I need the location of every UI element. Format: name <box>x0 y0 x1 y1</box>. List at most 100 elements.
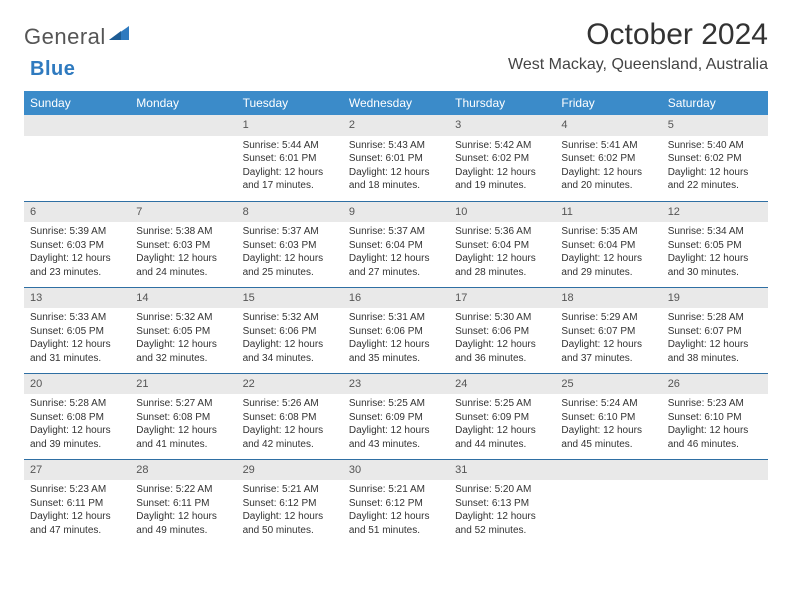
day-line: Sunrise: 5:43 AM <box>349 139 443 153</box>
day-line: Daylight: 12 hours <box>349 424 443 438</box>
day-line: and 27 minutes. <box>349 266 443 280</box>
day-number: 23 <box>343 374 449 395</box>
month-title: October 2024 <box>508 18 768 52</box>
calendar-day-cell: 22Sunrise: 5:26 AMSunset: 6:08 PMDayligh… <box>237 373 343 459</box>
day-line: Sunrise: 5:30 AM <box>455 311 549 325</box>
day-line: and 39 minutes. <box>30 438 124 452</box>
day-line: Daylight: 12 hours <box>455 166 549 180</box>
day-body: Sunrise: 5:36 AMSunset: 6:04 PMDaylight:… <box>449 222 555 285</box>
calendar-week-row: 13Sunrise: 5:33 AMSunset: 6:05 PMDayligh… <box>24 287 768 373</box>
day-line: Daylight: 12 hours <box>349 338 443 352</box>
title-block: October 2024 West Mackay, Queensland, Au… <box>508 18 768 74</box>
day-line: Daylight: 12 hours <box>243 510 337 524</box>
day-line: Sunrise: 5:26 AM <box>243 397 337 411</box>
brand-name-2: Blue <box>30 58 75 81</box>
day-line: and 17 minutes. <box>243 179 337 193</box>
day-line: Sunset: 6:12 PM <box>243 497 337 511</box>
day-line: Sunset: 6:02 PM <box>561 152 655 166</box>
day-body: Sunrise: 5:20 AMSunset: 6:13 PMDaylight:… <box>449 480 555 543</box>
calendar-day-cell: 14Sunrise: 5:32 AMSunset: 6:05 PMDayligh… <box>130 287 236 373</box>
day-number: 21 <box>130 374 236 395</box>
day-line: Daylight: 12 hours <box>668 252 762 266</box>
day-line: and 23 minutes. <box>30 266 124 280</box>
calendar-day-cell: 31Sunrise: 5:20 AMSunset: 6:13 PMDayligh… <box>449 459 555 545</box>
day-line: Sunrise: 5:32 AM <box>243 311 337 325</box>
day-line: Daylight: 12 hours <box>455 252 549 266</box>
calendar-day-cell: 30Sunrise: 5:21 AMSunset: 6:12 PMDayligh… <box>343 459 449 545</box>
day-line: Sunset: 6:05 PM <box>136 325 230 339</box>
calendar-day-cell: 24Sunrise: 5:25 AMSunset: 6:09 PMDayligh… <box>449 373 555 459</box>
day-line: Sunrise: 5:40 AM <box>668 139 762 153</box>
day-line: Sunrise: 5:39 AM <box>30 225 124 239</box>
day-line: Sunset: 6:02 PM <box>668 152 762 166</box>
day-line: Sunrise: 5:28 AM <box>30 397 124 411</box>
calendar-day-cell: 10Sunrise: 5:36 AMSunset: 6:04 PMDayligh… <box>449 201 555 287</box>
day-line: Daylight: 12 hours <box>561 424 655 438</box>
calendar-day-cell: 17Sunrise: 5:30 AMSunset: 6:06 PMDayligh… <box>449 287 555 373</box>
day-number <box>555 460 661 481</box>
day-body: Sunrise: 5:33 AMSunset: 6:05 PMDaylight:… <box>24 308 130 371</box>
location-label: West Mackay, Queensland, Australia <box>508 56 768 74</box>
calendar-day-cell: 20 Sunrise: 5:28 AMSunset: 6:08 PMDayligh… <box>24 373 130 459</box>
day-number: 14 <box>130 288 236 309</box>
day-body: Sunrise: 5:38 AMSunset: 6:03 PMDaylight:… <box>130 222 236 285</box>
weekday-header: Saturday <box>662 91 768 115</box>
day-number: 15 <box>237 288 343 309</box>
day-number <box>662 460 768 481</box>
calendar-day-cell: 7Sunrise: 5:38 AMSunset: 6:03 PMDaylight… <box>130 201 236 287</box>
calendar-day-cell: 4Sunrise: 5:41 AMSunset: 6:02 PMDaylight… <box>555 115 661 201</box>
day-line: Daylight: 12 hours <box>668 338 762 352</box>
day-number <box>130 115 236 136</box>
day-body: Sunrise: 5:30 AMSunset: 6:06 PMDaylight:… <box>449 308 555 371</box>
day-number: 27 <box>24 460 130 481</box>
day-body: Sunrise: 5:21 AMSunset: 6:12 PMDaylight:… <box>343 480 449 543</box>
day-line: and 43 minutes. <box>349 438 443 452</box>
day-number: 22 <box>237 374 343 395</box>
day-line: Daylight: 12 hours <box>243 252 337 266</box>
day-line: Sunset: 6:08 PM <box>30 411 124 425</box>
day-line: Daylight: 12 hours <box>30 510 124 524</box>
calendar-day-cell <box>130 115 236 201</box>
day-line: Daylight: 12 hours <box>136 424 230 438</box>
day-line: Daylight: 12 hours <box>136 252 230 266</box>
calendar-week-row: 20Sunrise: 5:28 AMSunset: 6:08 PMDayligh… <box>24 373 768 459</box>
day-line: Sunset: 6:10 PM <box>668 411 762 425</box>
brand-name-1: General <box>24 24 106 50</box>
weekday-header-row: Sunday Monday Tuesday Wednesday Thursday… <box>24 91 768 115</box>
day-line: and 29 minutes. <box>561 266 655 280</box>
brand-triangle-icon <box>109 26 129 45</box>
calendar-day-cell <box>555 459 661 545</box>
day-line: Sunset: 6:04 PM <box>349 239 443 253</box>
day-number: 28 <box>130 460 236 481</box>
day-line: Sunset: 6:06 PM <box>455 325 549 339</box>
day-line: Sunrise: 5:25 AM <box>455 397 549 411</box>
calendar-day-cell: 2Sunrise: 5:43 AMSunset: 6:01 PMDaylight… <box>343 115 449 201</box>
day-line: Sunrise: 5:33 AM <box>30 311 124 325</box>
day-line: Sunset: 6:08 PM <box>243 411 337 425</box>
day-line: Sunset: 6:06 PM <box>349 325 443 339</box>
calendar-day-cell <box>662 459 768 545</box>
day-body: Sunrise: 5:25 AMSunset: 6:09 PMDaylight:… <box>449 394 555 457</box>
day-body: Sunrise: 5:21 AMSunset: 6:12 PMDaylight:… <box>237 480 343 543</box>
day-line: and 35 minutes. <box>349 352 443 366</box>
calendar-day-cell: 8Sunrise: 5:37 AMSunset: 6:03 PMDaylight… <box>237 201 343 287</box>
day-body: Sunrise: 5:23 AMSunset: 6:11 PMDaylight:… <box>24 480 130 543</box>
day-line: Daylight: 12 hours <box>668 166 762 180</box>
calendar-day-cell: 5Sunrise: 5:40 AMSunset: 6:02 PMDaylight… <box>662 115 768 201</box>
day-body: Sunrise: 5:32 AMSunset: 6:06 PMDaylight:… <box>237 308 343 371</box>
day-line: Sunrise: 5:23 AM <box>668 397 762 411</box>
day-body <box>555 480 661 489</box>
day-number: 20 <box>24 374 130 395</box>
day-line: and 36 minutes. <box>455 352 549 366</box>
day-line: Daylight: 12 hours <box>455 424 549 438</box>
day-line: Sunset: 6:10 PM <box>561 411 655 425</box>
day-body: Sunrise: 5:34 AMSunset: 6:05 PMDaylight:… <box>662 222 768 285</box>
day-line: Sunset: 6:03 PM <box>30 239 124 253</box>
day-line: Sunrise: 5:21 AM <box>243 483 337 497</box>
day-line: Daylight: 12 hours <box>30 424 124 438</box>
calendar-day-cell: 18Sunrise: 5:29 AMSunset: 6:07 PMDayligh… <box>555 287 661 373</box>
day-number: 11 <box>555 202 661 223</box>
day-line: Sunset: 6:04 PM <box>455 239 549 253</box>
day-line: Sunrise: 5:37 AM <box>243 225 337 239</box>
day-number: 24 <box>449 374 555 395</box>
